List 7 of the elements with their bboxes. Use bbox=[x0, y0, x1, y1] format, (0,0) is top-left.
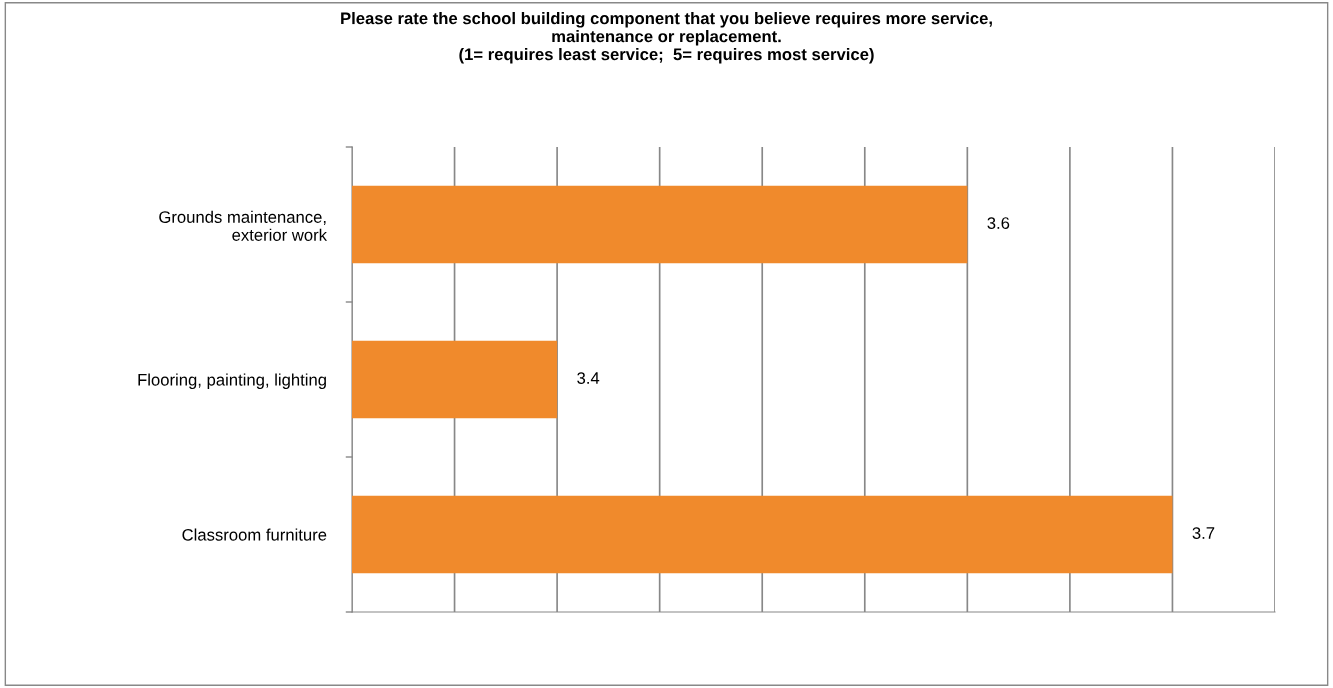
data-label: 3.7 bbox=[1192, 527, 1215, 539]
y-tick-label: Grounds maintenance, exterior work bbox=[159, 210, 328, 241]
chart-title: Please rate the school building component that you believe requires more service, maintenance or replacement. (1= requires least service; 5= requires most service) bbox=[341, 12, 992, 64]
data-label: 3.4 bbox=[577, 372, 600, 384]
data-label: 3.6 bbox=[987, 217, 1010, 229]
y-tick-label: Classroom furniture bbox=[182, 528, 327, 541]
y-tick-label: Flooring, painting, lighting bbox=[138, 373, 326, 389]
